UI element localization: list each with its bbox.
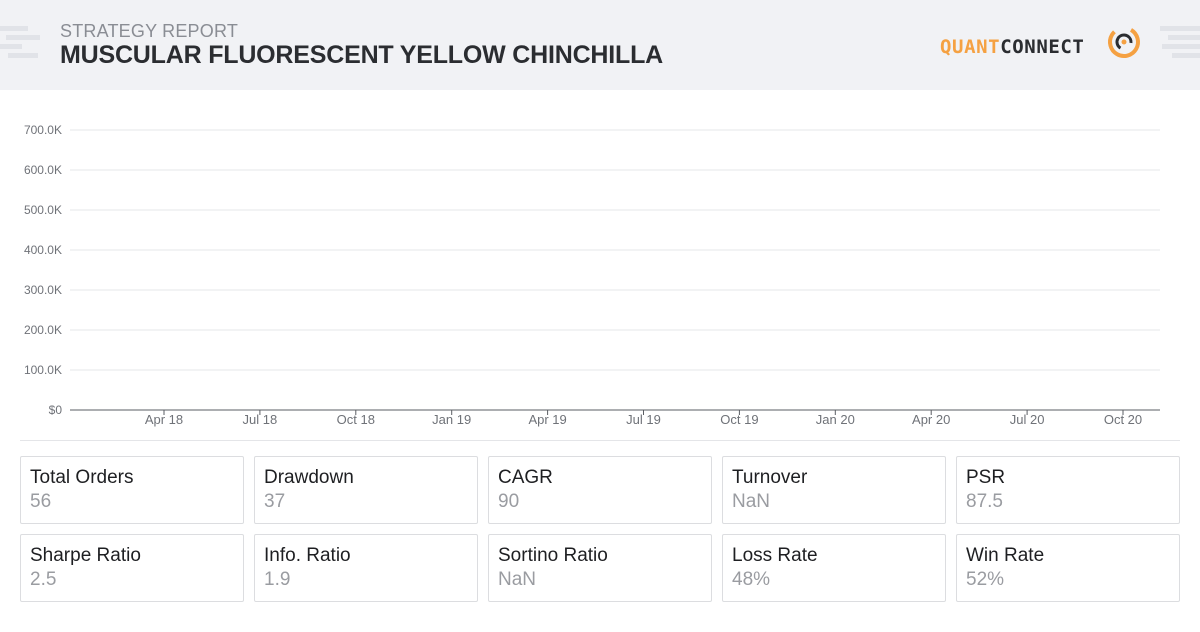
metric-label: Loss Rate xyxy=(732,545,818,566)
metric-value: 87.5 xyxy=(966,491,1003,512)
y-tick-label: 100.0K xyxy=(24,363,62,377)
x-tick-label: Jan 19 xyxy=(432,412,471,427)
logo-wordmark: QUANTCONNECT xyxy=(940,36,1084,58)
metric-card-turnover: Turnover NaN xyxy=(722,456,946,524)
metric-value: NaN xyxy=(498,569,537,590)
metric-label: Turnover xyxy=(732,467,808,488)
metric-label: Total Orders xyxy=(30,467,134,488)
metric-value: 2.5 xyxy=(30,569,57,590)
metric-value: 48% xyxy=(732,569,771,590)
metric-card-drawdown: Drawdown 37 xyxy=(254,456,478,524)
metric-label: CAGR xyxy=(498,467,553,488)
metric-card-total-orders: Total Orders 56 xyxy=(20,456,244,524)
metric-value: 1.9 xyxy=(264,569,291,590)
y-tick-label: $0 xyxy=(49,403,63,417)
logo-quant-text: QUANT xyxy=(940,36,1001,58)
report-header: STRATEGY REPORT MUSCULAR FLUORESCENT YEL… xyxy=(0,0,1200,90)
metric-label: Drawdown xyxy=(264,467,354,488)
metric-card-sortino-ratio: Sortino Ratio NaN xyxy=(488,534,712,602)
metric-label: Win Rate xyxy=(966,545,1045,566)
x-tick-label: Apr 19 xyxy=(528,412,566,427)
metric-label: Info. Ratio xyxy=(264,545,351,566)
x-tick-label: Jul 19 xyxy=(626,412,661,427)
x-tick-label: Oct 19 xyxy=(720,412,758,427)
metric-label: Sortino Ratio xyxy=(498,545,608,566)
x-tick-label: Jan 20 xyxy=(816,412,855,427)
metric-card-psr: PSR 87.5 xyxy=(956,456,1180,524)
metric-value: 90 xyxy=(498,491,520,512)
y-tick-label: 700.0K xyxy=(24,123,62,137)
metric-label: PSR xyxy=(966,467,1006,488)
y-tick-label: 500.0K xyxy=(24,203,62,217)
y-tick-label: 400.0K xyxy=(24,243,62,257)
metric-card-win-rate: Win Rate 52% xyxy=(956,534,1180,602)
y-tick-label: 600.0K xyxy=(24,163,62,177)
y-tick-label: 200.0K xyxy=(24,323,62,337)
metric-value: 37 xyxy=(264,491,286,512)
metric-value: 52% xyxy=(966,569,1005,590)
quantconnect-logo: QUANTCONNECT xyxy=(940,24,1145,60)
section-divider xyxy=(20,440,1180,441)
x-tick-label: Apr 18 xyxy=(145,412,183,427)
metric-card-sharpe-ratio: Sharpe Ratio 2.5 xyxy=(20,534,244,602)
metric-card-info-ratio: Info. Ratio 1.9 xyxy=(254,534,478,602)
equity-chart: $0 100.0K 200.0K 300.0K 400.0K 500.0K 600.0K 70… xyxy=(24,123,1160,427)
metric-value: 56 xyxy=(30,491,52,512)
x-tick-label: Apr 20 xyxy=(912,412,950,427)
quantconnect-logo-icon xyxy=(1108,26,1140,58)
report-subtitle: STRATEGY REPORT xyxy=(60,21,239,41)
metric-label: Sharpe Ratio xyxy=(30,545,141,566)
strategy-title: MUSCULAR FLUORESCENT YELLOW CHINCHILLA xyxy=(60,41,664,69)
metric-card-loss-rate: Loss Rate 48% xyxy=(722,534,946,602)
x-tick-label: Oct 20 xyxy=(1104,412,1142,427)
logo-connect-text: CONNECT xyxy=(1000,36,1085,58)
y-tick-label: 300.0K xyxy=(24,283,62,297)
x-tick-label: Jul 18 xyxy=(243,412,278,427)
metric-value: NaN xyxy=(732,491,771,512)
metric-card-cagr: CAGR 90 xyxy=(488,456,712,524)
x-tick-label: Jul 20 xyxy=(1010,412,1045,427)
x-tick-label: Oct 18 xyxy=(337,412,375,427)
